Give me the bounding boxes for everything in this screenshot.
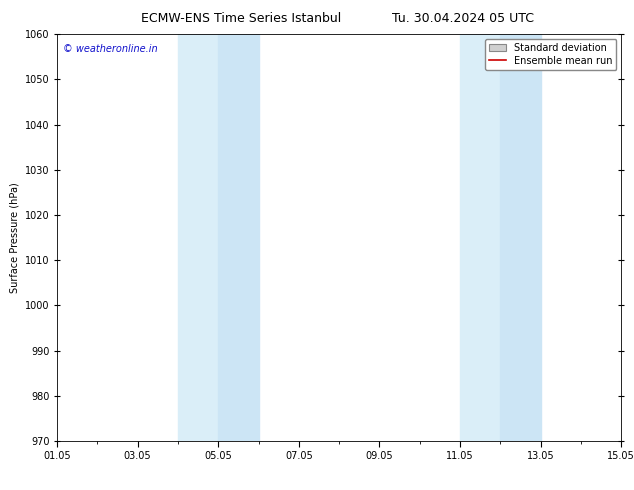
Bar xyxy=(178,34,218,441)
Text: Tu. 30.04.2024 05 UTC: Tu. 30.04.2024 05 UTC xyxy=(392,12,534,25)
Y-axis label: Surface Pressure (hPa): Surface Pressure (hPa) xyxy=(10,182,19,293)
Text: © weatheronline.in: © weatheronline.in xyxy=(63,45,157,54)
Text: ECMW-ENS Time Series Istanbul: ECMW-ENS Time Series Istanbul xyxy=(141,12,341,25)
Legend: Standard deviation, Ensemble mean run: Standard deviation, Ensemble mean run xyxy=(485,39,616,70)
Bar xyxy=(500,34,541,441)
Bar xyxy=(218,34,259,441)
Bar xyxy=(460,34,500,441)
